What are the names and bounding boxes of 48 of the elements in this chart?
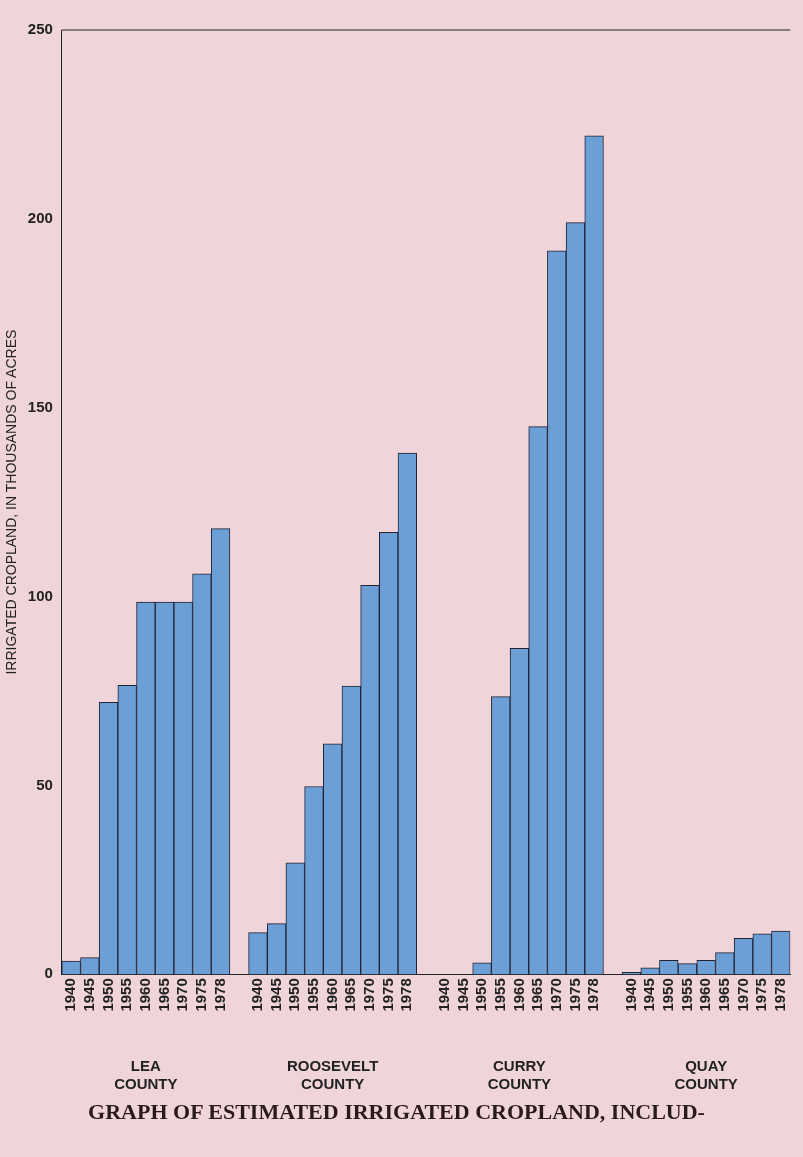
x-tick-label: 1955 — [677, 978, 695, 1012]
x-tick-label: 1945 — [79, 978, 97, 1012]
y-tick-label: 250 — [27, 20, 53, 38]
x-tick-label: 1945 — [453, 978, 471, 1012]
x-tick-label: 1965 — [528, 978, 546, 1012]
x-tick-label: 1950 — [472, 978, 490, 1012]
x-tick-label: 1955 — [490, 978, 508, 1012]
x-tick-label: 1970 — [546, 978, 564, 1012]
x-tick-label: 1970 — [360, 978, 378, 1012]
x-tick-label: 1975 — [378, 978, 396, 1012]
x-tick-label: 1960 — [509, 978, 527, 1012]
x-tick-label: 1978 — [210, 978, 228, 1012]
x-tick-label: 1955 — [304, 978, 322, 1012]
x-tick-label: 1940 — [61, 978, 79, 1012]
x-tick-label: 1955 — [117, 978, 135, 1012]
y-tick-label: 50 — [36, 775, 53, 793]
x-tick-label: 1965 — [714, 978, 732, 1012]
x-tick-label: 1950 — [285, 978, 303, 1012]
x-tick-label: 1970 — [733, 978, 751, 1012]
x-tick-label: 1940 — [248, 978, 266, 1012]
y-axis-title: IRRIGATED CROPLAND, IN THOUSANDS OF ACRES — [3, 329, 20, 675]
x-tick-label: 1940 — [621, 978, 639, 1012]
x-tick-label: 1978 — [397, 978, 415, 1012]
x-tick-label: 1965 — [154, 978, 172, 1012]
x-tick-label: 1975 — [752, 978, 770, 1012]
x-tick-label: 1945 — [640, 978, 658, 1012]
y-tick-label: 200 — [27, 208, 53, 226]
text: LEA COUNTY — [114, 1056, 178, 1092]
y-tick-label: 100 — [27, 586, 53, 604]
text: ROOSEVELT COUNTY — [286, 1056, 379, 1092]
x-tick-label: 1970 — [173, 978, 191, 1012]
text: GRAPH OF ESTIMATED IRRIGATED CROPLAND, INCLUD- — [88, 1099, 705, 1125]
x-tick-label: 1978 — [584, 978, 602, 1012]
x-tick-label: 1960 — [136, 978, 154, 1012]
y-tick-label: 150 — [27, 397, 53, 415]
x-tick-label: 1940 — [434, 978, 452, 1012]
x-tick-label: 1965 — [341, 978, 359, 1012]
x-tick-label: 1960 — [322, 978, 340, 1012]
x-tick-label: 1978 — [771, 978, 789, 1012]
text: QUAY COUNTY — [674, 1056, 738, 1092]
x-tick-label: 1975 — [565, 978, 583, 1012]
text: CURRY COUNTY — [487, 1056, 552, 1092]
x-tick-label: 1960 — [696, 978, 714, 1012]
x-tick-label: 1945 — [266, 978, 284, 1012]
y-tick-label: 0 — [44, 964, 53, 982]
x-tick-label: 1950 — [98, 978, 116, 1012]
x-tick-label: 1975 — [192, 978, 210, 1012]
x-tick-label: 1950 — [658, 978, 676, 1012]
